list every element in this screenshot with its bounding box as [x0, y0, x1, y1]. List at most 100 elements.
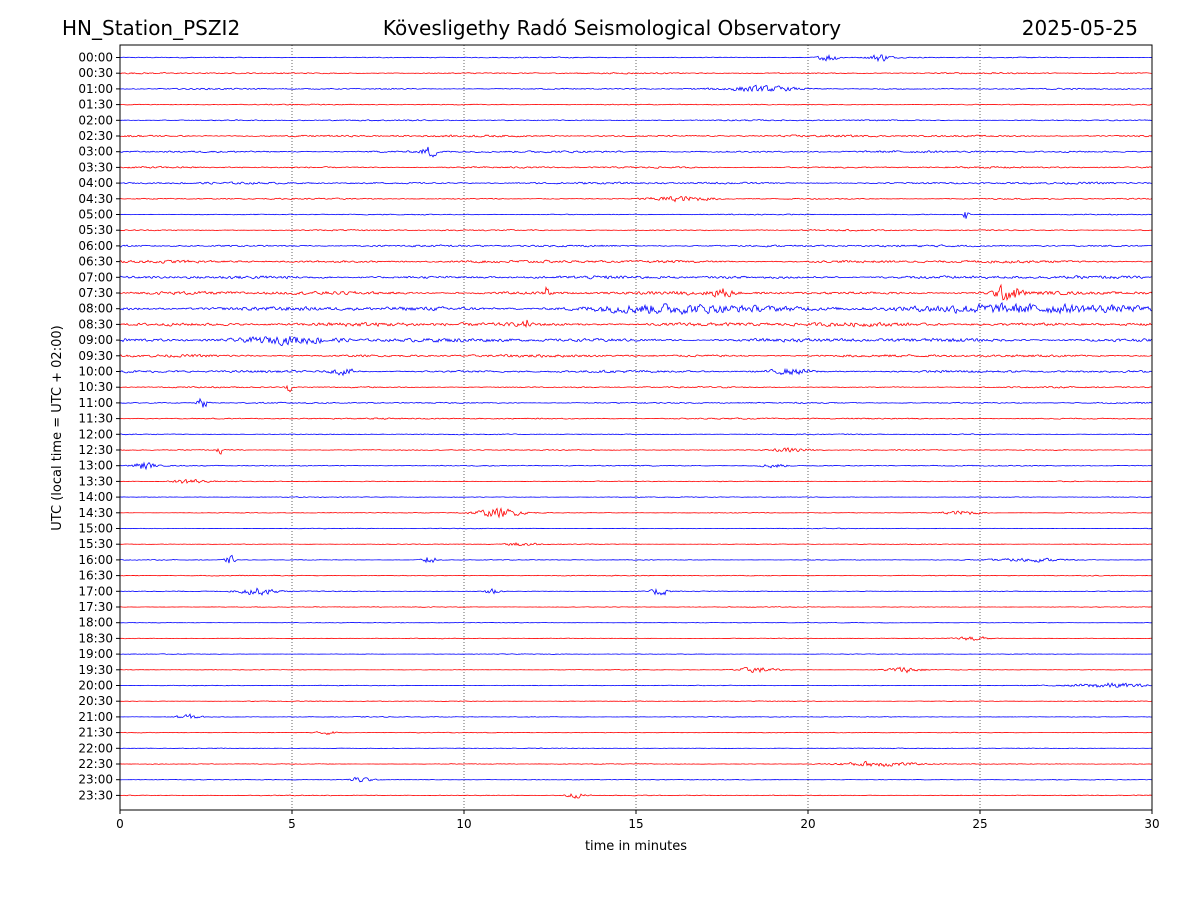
x-tick-label: 15 [628, 817, 643, 831]
trace-0830 [119, 319, 1153, 329]
row-time-label: 17:00 [78, 584, 113, 598]
row-time-label: 18:00 [78, 616, 113, 630]
row-time-label: 16:00 [78, 553, 113, 567]
row-time-label: 16:30 [78, 569, 113, 583]
row-time-label: 22:00 [78, 741, 113, 755]
trace-1730 [119, 606, 1153, 608]
row-time-label: 17:30 [78, 600, 113, 614]
row-time-label: 12:30 [78, 443, 113, 457]
row-time-label: 15:00 [78, 522, 113, 536]
x-tick-label: 20 [800, 817, 815, 831]
y-axis-label: UTC (local time = UTC + 02:00) [50, 325, 65, 530]
row-time-label: 00:30 [78, 66, 113, 80]
trace-0400 [119, 181, 1153, 185]
row-time-label: 06:30 [78, 255, 113, 269]
trace-1230 [119, 447, 1153, 455]
row-time-label: 21:30 [78, 726, 113, 740]
row-time-label: 10:30 [78, 380, 113, 394]
trace-0200 [119, 119, 1153, 122]
trace-1500 [119, 527, 1153, 530]
date-label: 2025-05-25 [1022, 16, 1138, 40]
x-tick-label: 0 [116, 817, 124, 831]
row-time-label: 09:00 [78, 333, 113, 347]
trace-1930 [119, 666, 1153, 674]
row-time-label: 05:00 [78, 208, 113, 222]
row-time-label: 14:30 [78, 506, 113, 520]
x-axis-ticks: 0 5 10 15 20 25 30 [116, 810, 1160, 831]
row-time-label: 04:30 [78, 192, 113, 206]
trace-0330 [119, 165, 1153, 169]
trace-0800 [119, 301, 1153, 316]
row-time-label: 19:30 [78, 663, 113, 677]
row-time-label: 02:30 [78, 129, 113, 143]
row-time-label: 13:00 [78, 459, 113, 473]
row-time-label: 19:00 [78, 647, 113, 661]
row-time-label: 05:30 [78, 223, 113, 237]
trace-0630 [119, 259, 1153, 264]
trace-1200 [119, 433, 1153, 436]
x-axis-label: time in minutes [585, 839, 687, 854]
trace-1800 [119, 621, 1153, 624]
x-tick-label: 30 [1144, 817, 1159, 831]
row-time-label: 10:00 [78, 365, 113, 379]
trace-0230 [119, 134, 1153, 138]
row-time-label: 13:30 [78, 474, 113, 488]
row-time-label: 22:30 [78, 757, 113, 771]
row-time-label: 09:30 [78, 349, 113, 363]
row-time-label: 07:30 [78, 286, 113, 300]
seismic-traces [119, 54, 1153, 799]
trace-0930 [119, 353, 1153, 358]
trace-0600 [119, 244, 1153, 248]
trace-0900 [119, 336, 1153, 347]
row-time-label: 11:30 [78, 412, 113, 426]
x-tick-label: 25 [972, 817, 987, 831]
trace-1830 [119, 636, 1153, 641]
trace-0730 [119, 283, 1153, 301]
row-time-label: 01:00 [78, 82, 113, 96]
x-tick-label: 10 [456, 817, 471, 831]
trace-0130 [119, 103, 1153, 106]
trace-0300 [119, 146, 1153, 158]
plot-frame [119, 44, 1153, 811]
row-time-label: 01:30 [78, 98, 113, 112]
trace-1000 [119, 367, 1153, 377]
observatory-title: Kövesligethy Radó Seismological Observat… [383, 16, 841, 40]
trace-1530 [119, 541, 1153, 547]
trace-2300 [119, 776, 1153, 783]
x-tick-label: 5 [288, 817, 296, 831]
trace-2330 [119, 793, 1153, 799]
row-time-label: 08:30 [78, 317, 113, 331]
row-time-label: 18:30 [78, 631, 113, 645]
row-time-label: 07:00 [78, 270, 113, 284]
trace-1900 [119, 653, 1153, 655]
trace-0500 [119, 212, 1153, 219]
row-time-label: 21:00 [78, 710, 113, 724]
row-time-label: 14:00 [78, 490, 113, 504]
row-time-label: 23:30 [78, 788, 113, 802]
row-time-label: 00:00 [78, 51, 113, 65]
trace-1400 [119, 496, 1153, 498]
trace-1030 [119, 384, 1153, 393]
trace-2030 [119, 700, 1153, 703]
trace-1630 [119, 574, 1153, 577]
trace-1100 [119, 397, 1153, 408]
trace-0030 [119, 72, 1153, 75]
station-label: HN_Station_PSZI2 [62, 16, 240, 40]
trace-1300 [119, 461, 1153, 471]
row-time-label: 03:30 [78, 160, 113, 174]
trace-1600 [119, 554, 1153, 564]
trace-1330 [119, 478, 1153, 484]
row-time-label: 23:00 [78, 773, 113, 787]
trace-2100 [119, 713, 1153, 720]
row-time-label: 03:00 [78, 145, 113, 159]
trace-0100 [119, 84, 1153, 93]
trace-1700 [119, 587, 1153, 596]
row-time-label: 11:00 [78, 396, 113, 410]
trace-2000 [119, 682, 1153, 688]
vertical-grid [291, 45, 981, 810]
row-time-label: 06:00 [78, 239, 113, 253]
row-time-label: 20:00 [78, 679, 113, 693]
row-time-label: 02:00 [78, 113, 113, 127]
